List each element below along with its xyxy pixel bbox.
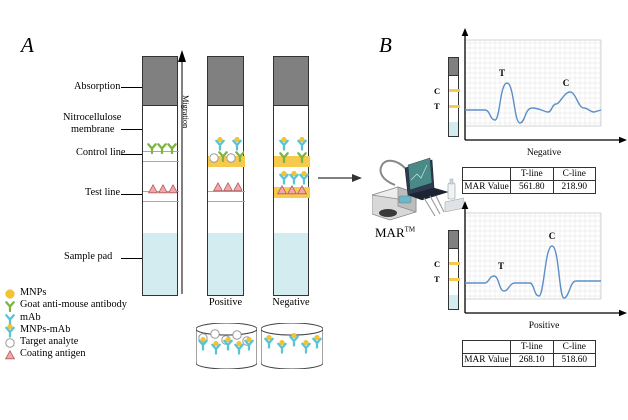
svg-text:C: C bbox=[549, 231, 556, 241]
svg-text:T: T bbox=[499, 68, 505, 78]
svg-text:C: C bbox=[563, 78, 570, 88]
svg-text:T: T bbox=[498, 261, 504, 271]
